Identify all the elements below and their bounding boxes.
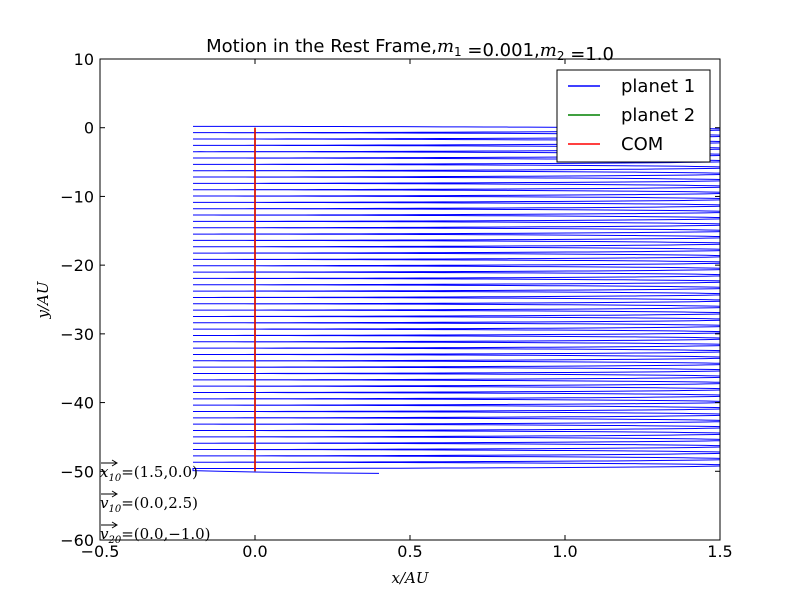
x-axis-label: x/AU	[392, 569, 430, 587]
svg-text:v10=(0.0,2.5): v10=(0.0,2.5)	[100, 494, 198, 515]
x-tick-label: 1.0	[552, 542, 577, 561]
y-tick-label: 10	[74, 50, 94, 69]
y-tick-label: −20	[60, 256, 94, 275]
x-tick-label: −0.5	[81, 542, 120, 561]
svg-text:x10=(1.5,0.0): x10=(1.5,0.0)	[100, 463, 198, 484]
annotation: v20=(0.0,−1.0)	[100, 521, 211, 546]
legend-label: COM	[621, 134, 663, 155]
x-tick-label: 1.5	[707, 542, 732, 561]
y-axis-label: y/AU	[34, 280, 52, 319]
x-tick-label: 0.0	[242, 542, 267, 561]
x-tick-label: 0.5	[397, 542, 422, 561]
plot-content	[192, 125, 720, 474]
annotations: x10=(1.5,0.0) v10=(0.0,2.5) v20=(0.0,−1.0)	[100, 459, 211, 546]
ticks: −0.5 0.0 0.5 1.0 1.5 10 0 −10 −20 −30 −40 −50 −60	[60, 50, 732, 561]
annotation: v10=(0.0,2.5)	[100, 490, 198, 515]
svg-text:v20=(0.0,−1.0): v20=(0.0,−1.0)	[100, 525, 211, 546]
annotation: x10=(1.5,0.0)	[100, 459, 198, 484]
y-tick-label: −40	[60, 394, 94, 413]
legend-label: planet 1	[621, 76, 695, 97]
y-tick-label: 0	[84, 119, 94, 138]
y-tick-label: −30	[60, 325, 94, 344]
series-line-planet-1	[192, 125, 720, 474]
y-tick-label: −50	[60, 462, 94, 481]
y-tick-label: −60	[60, 531, 94, 550]
legend-label: planet 2	[621, 105, 695, 126]
legend: planet 1 planet 2 COM	[556, 69, 711, 163]
y-tick-label: −10	[60, 187, 94, 206]
chart-title: Motion in the Rest Frame,m1 =0.001,m2 =1…	[206, 36, 614, 65]
